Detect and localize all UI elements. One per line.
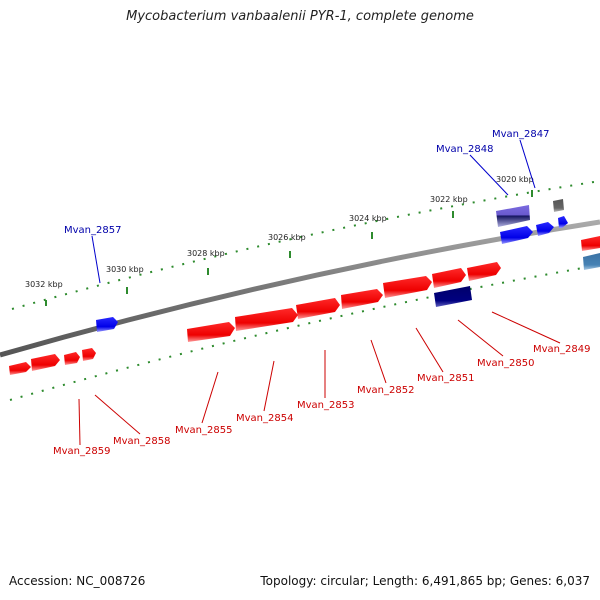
gene-arrow-mvan-2853 [296,298,340,319]
gene-arrow-small-blue [558,216,568,228]
gene-label-mvan-2853: Mvan_2853 [297,400,354,411]
gene-label-mvan-2847: Mvan_2847 [492,129,549,140]
gene-arrow-slate [496,205,530,227]
gene-arrow-mvan-2858-a [64,352,80,365]
gene-arrow-mvan-2849 [467,262,501,281]
tick-label-3026: 3026 kbp [268,233,306,242]
gene-arrows [9,199,600,375]
gene-arrow-mvan-2847 [536,222,554,236]
gene-label-mvan-2848: Mvan_2848 [436,144,493,155]
tick-label-3020: 3020 kbp [496,175,534,184]
tick-label-3032: 3032 kbp [25,280,63,289]
gene-label-mvan-2854: Mvan_2854 [236,413,293,424]
gene-arrow-mvan-2848 [500,226,533,244]
map-title: Mycobacterium vanbaalenii PYR-1, complet… [126,9,474,24]
gene-arrow-mvan-2852 [341,289,383,309]
gene-label-mvan-2859: Mvan_2859 [53,446,110,457]
gene-arrow-mvan-2854 [235,308,298,331]
tick-label-3028: 3028 kbp [187,249,225,258]
gene-label-mvan-2851: Mvan_2851 [417,373,474,384]
gene-label-mvan-2850: Mvan_2850 [477,358,534,369]
tick-label-3022: 3022 kbp [430,195,468,204]
accession-text: Accession: NC_008726 [9,574,146,588]
major-ticks [45,190,533,306]
gene-arrow-navy [434,286,472,307]
gene-label-mvan-2858: Mvan_2858 [113,436,170,447]
gene-arrow-left-edge [9,362,31,375]
gene-arrow-mvan-2859 [31,354,60,371]
gene-arrow-mvan-2858-b [82,348,96,361]
gene-arrow-gray [553,199,564,212]
gene-arrow-right-edge [581,236,600,251]
gene-arrow-steel [583,253,600,270]
gene-label-mvan-2849: Mvan_2849 [533,344,590,355]
gene-arrow-mvan-2850 [432,268,466,288]
gene-arrow-mvan-2855 [187,322,235,342]
genome-stats-text: Topology: circular; Length: 6,491,865 bp… [260,574,590,588]
gene-arrow-mvan-2857 [96,317,118,332]
gene-label-mvan-2857: Mvan_2857 [64,225,121,236]
label-leaders [78,139,561,446]
outer-tick-track [11,180,600,310]
gene-label-mvan-2855: Mvan_2855 [175,425,232,436]
gene-arrow-mvan-2851 [383,276,432,298]
tick-label-3030: 3030 kbp [106,265,144,274]
tick-label-3024: 3024 kbp [349,214,387,223]
gene-label-mvan-2852: Mvan_2852 [357,385,414,396]
